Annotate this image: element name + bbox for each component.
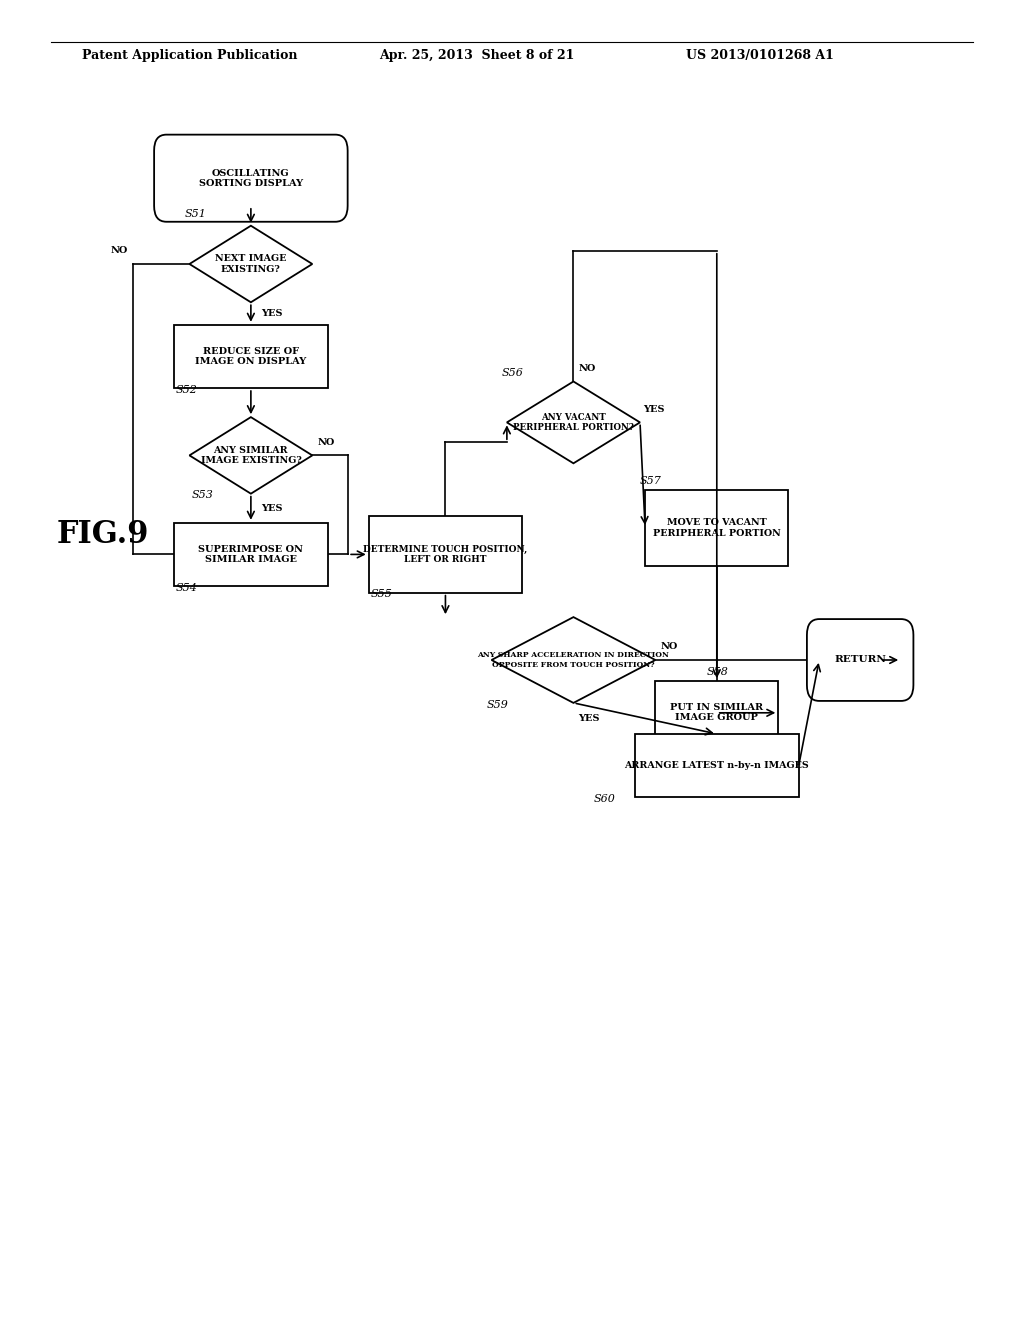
- Polygon shape: [492, 618, 655, 702]
- Text: S55: S55: [371, 589, 392, 599]
- Text: S51: S51: [184, 209, 206, 219]
- Text: US 2013/0101268 A1: US 2013/0101268 A1: [686, 49, 834, 62]
- Text: S57: S57: [640, 475, 662, 486]
- Polygon shape: [507, 381, 640, 463]
- Bar: [174, 523, 328, 586]
- Text: S60: S60: [594, 793, 615, 804]
- Text: YES: YES: [261, 504, 283, 512]
- Text: RETURN: RETURN: [835, 656, 886, 664]
- Bar: [655, 681, 778, 744]
- Text: PUT IN SIMILAR
IMAGE GROUP: PUT IN SIMILAR IMAGE GROUP: [671, 704, 763, 722]
- Text: MOVE TO VACANT
PERIPHERAL PORTION: MOVE TO VACANT PERIPHERAL PORTION: [653, 519, 780, 537]
- Text: YES: YES: [579, 714, 600, 723]
- Text: NEXT IMAGE
EXISTING?: NEXT IMAGE EXISTING?: [215, 255, 287, 273]
- Text: FIG.9: FIG.9: [56, 519, 148, 550]
- Text: Apr. 25, 2013  Sheet 8 of 21: Apr. 25, 2013 Sheet 8 of 21: [379, 49, 574, 62]
- Text: S53: S53: [191, 490, 213, 500]
- Text: S52: S52: [176, 384, 198, 395]
- Bar: [174, 325, 328, 388]
- Text: SUPERIMPOSE ON
SIMILAR IMAGE: SUPERIMPOSE ON SIMILAR IMAGE: [199, 545, 303, 564]
- Text: NO: NO: [111, 247, 128, 255]
- Polygon shape: [189, 226, 312, 302]
- Text: YES: YES: [261, 309, 283, 318]
- Text: S59: S59: [486, 700, 508, 710]
- Text: S54: S54: [176, 582, 198, 593]
- Text: DETERMINE TOUCH POSITION,
LEFT OR RIGHT: DETERMINE TOUCH POSITION, LEFT OR RIGHT: [364, 545, 527, 564]
- Text: ANY VACANT
PERIPHERAL PORTION?: ANY VACANT PERIPHERAL PORTION?: [513, 413, 634, 432]
- FancyBboxPatch shape: [807, 619, 913, 701]
- FancyBboxPatch shape: [154, 135, 347, 222]
- Text: REDUCE SIZE OF
IMAGE ON DISPLAY: REDUCE SIZE OF IMAGE ON DISPLAY: [196, 347, 306, 366]
- Text: NO: NO: [660, 643, 678, 651]
- Text: ARRANGE LATEST n-by-n IMAGES: ARRANGE LATEST n-by-n IMAGES: [625, 762, 809, 770]
- Text: S58: S58: [707, 667, 728, 677]
- Polygon shape: [189, 417, 312, 494]
- Text: NO: NO: [317, 438, 335, 446]
- Bar: [369, 516, 522, 593]
- Text: ANY SHARP ACCELERATION IN DIRECTION
OPPOSITE FROM TOUCH POSITION?: ANY SHARP ACCELERATION IN DIRECTION OPPO…: [477, 651, 670, 669]
- Text: Patent Application Publication: Patent Application Publication: [82, 49, 297, 62]
- Text: S56: S56: [502, 367, 523, 378]
- Text: ANY SIMILAR
IMAGE EXISTING?: ANY SIMILAR IMAGE EXISTING?: [201, 446, 301, 465]
- Bar: [645, 490, 788, 566]
- Text: OSCILLATING
SORTING DISPLAY: OSCILLATING SORTING DISPLAY: [199, 169, 303, 187]
- Text: YES: YES: [643, 405, 665, 413]
- Bar: [635, 734, 799, 797]
- Text: NO: NO: [579, 364, 596, 372]
